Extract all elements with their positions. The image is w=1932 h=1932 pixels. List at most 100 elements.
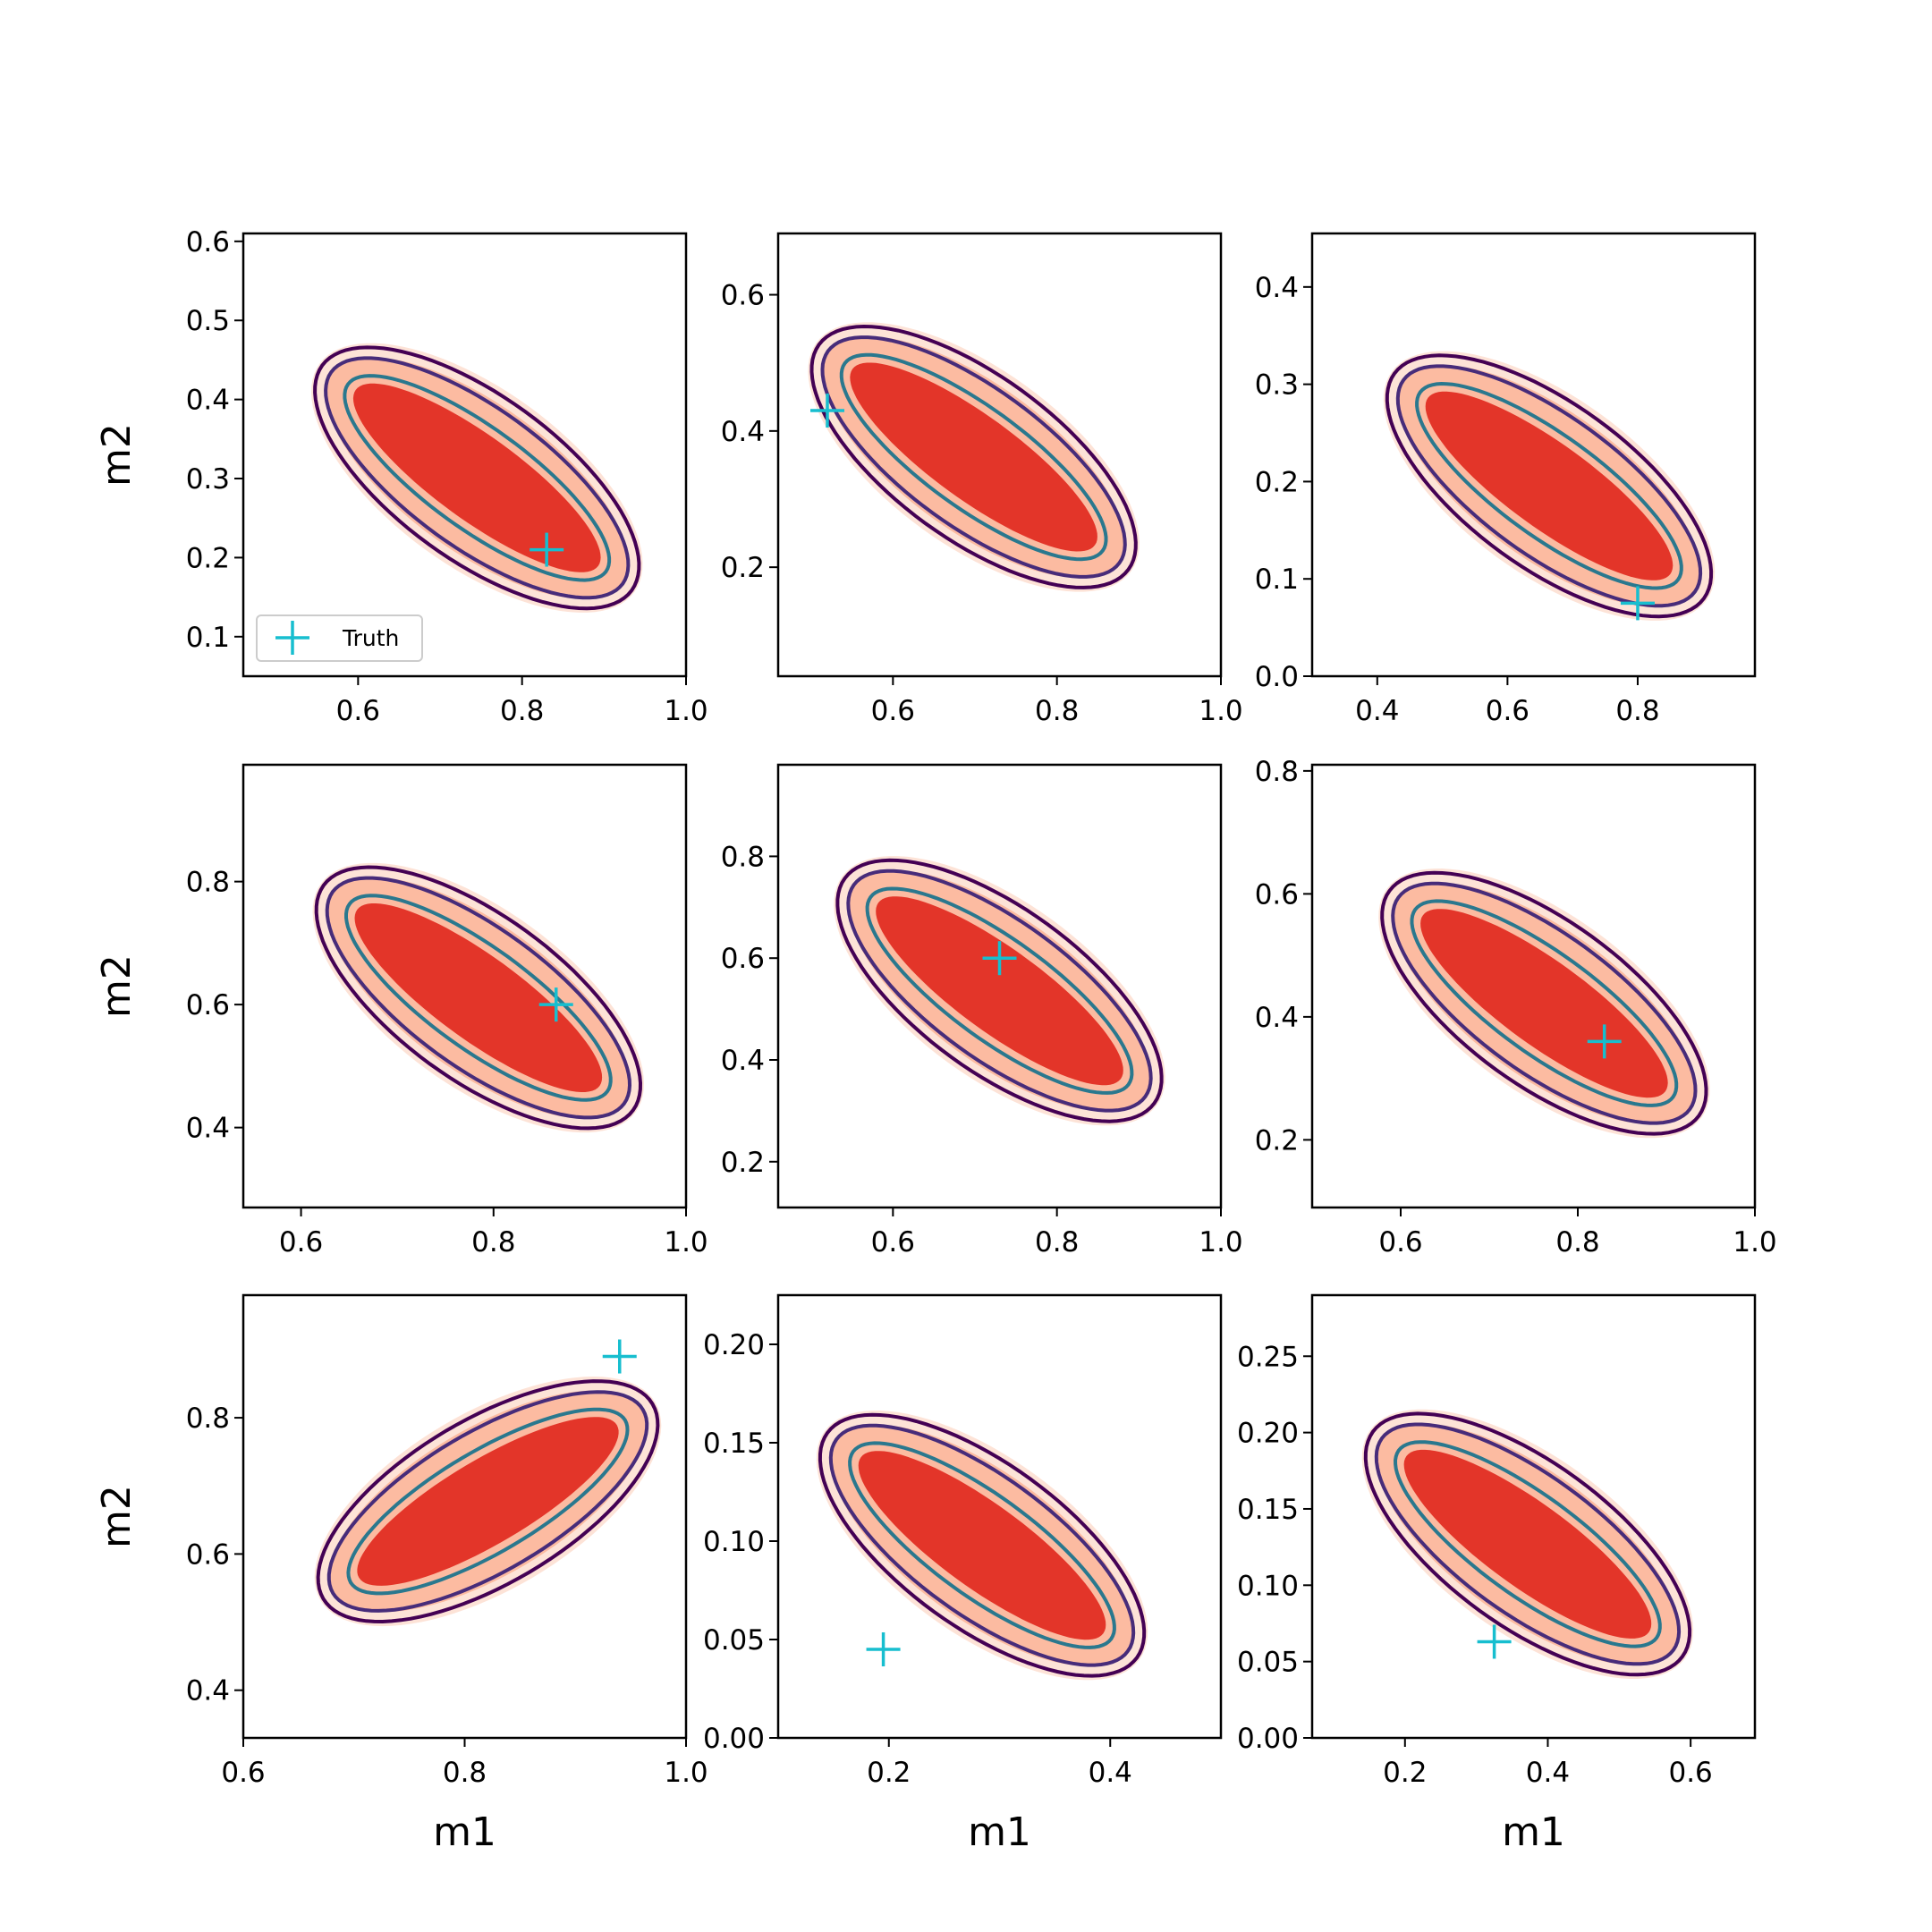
y-tick-label: 0.1 — [1255, 564, 1299, 596]
fill-level-3 — [357, 1417, 619, 1586]
panel-8: 0.2 0.4 0.00 0.05 0.10 0.15 0.20 m1 — [703, 1293, 1223, 1855]
x-tick-label: 0.6 — [336, 695, 380, 727]
y-tick-label: 0.3 — [186, 463, 230, 496]
panel-6: 0.6 0.8 1.0 0.2 0.4 0.6 0.8 — [1255, 756, 1777, 1258]
panel-5: 0.6 0.8 1.0 0.2 0.4 0.6 0.8 — [721, 763, 1243, 1258]
contour-inner — [865, 886, 1134, 1095]
fill-level-3 — [354, 903, 603, 1092]
y-tick-label: 0.4 — [1255, 272, 1299, 304]
x-tick-label: 0.6 — [1668, 1757, 1712, 1789]
contour-outer — [818, 1412, 1147, 1678]
contour-inner — [839, 352, 1108, 562]
fill-level-3 — [352, 383, 601, 572]
contour-inner — [344, 894, 613, 1102]
x-tick-label: 0.6 — [1378, 1226, 1422, 1258]
plot-area — [808, 322, 1140, 592]
y-tick-label: 0.2 — [721, 1147, 765, 1179]
contour-mid — [326, 1390, 649, 1613]
contour-mid — [1374, 1422, 1682, 1666]
x-tick-label: 0.4 — [1089, 1757, 1132, 1789]
truth-marker — [1477, 1624, 1512, 1659]
y-tick-label: 0.8 — [721, 841, 765, 873]
y-tick-label: 0.25 — [1237, 1341, 1299, 1373]
y-tick-label: 0.20 — [1237, 1418, 1299, 1450]
plot-area — [1361, 1409, 1694, 1679]
axes-frame — [776, 763, 1223, 1209]
x-tick-label: 0.8 — [500, 695, 544, 727]
contour-mid — [820, 335, 1127, 579]
x-tick-label: 0.2 — [1383, 1757, 1427, 1789]
y-tick-label: 0.2 — [1255, 466, 1299, 498]
contour-inner — [848, 1441, 1116, 1649]
plot-area — [1378, 869, 1710, 1139]
y-tick-label: 0.6 — [186, 1538, 230, 1571]
x-axis-label: m1 — [433, 1809, 496, 1855]
panel-1: 0.6 0.8 1.0 0.1 0.2 0.3 0.4 0.5 0.6 m2 Truth — [94, 226, 708, 727]
x-axis-label: m1 — [968, 1809, 1031, 1855]
y-tick-label: 0.1 — [186, 622, 230, 654]
x-tick-label: 0.6 — [279, 1226, 323, 1258]
y-axis-label: m2 — [94, 954, 140, 1018]
contour-outer — [809, 324, 1138, 589]
y-tick-label: 0.6 — [1255, 878, 1299, 911]
contour-mid — [846, 869, 1153, 1113]
axes-frame — [776, 232, 1223, 678]
plot-area — [1383, 351, 1716, 621]
contour-inner — [346, 1407, 630, 1596]
contour-outer — [1363, 1411, 1692, 1677]
y-tick-label: 0.4 — [721, 1045, 765, 1077]
x-tick-label: 0.8 — [443, 1757, 487, 1789]
fill-level-3 — [876, 896, 1123, 1086]
x-axis-label: m1 — [1502, 1809, 1565, 1855]
truth-marker — [1587, 1024, 1622, 1059]
contour-mid — [828, 1423, 1136, 1667]
x-tick-label: 0.8 — [471, 1226, 515, 1258]
legend-label: Truth — [342, 625, 399, 651]
plot-area — [834, 856, 1165, 1126]
truth-marker — [810, 394, 844, 428]
y-tick-label: 0.6 — [721, 280, 765, 312]
y-tick-label: 0.5 — [186, 305, 230, 337]
contour-outer — [1385, 353, 1714, 619]
contour-mid — [1395, 364, 1703, 608]
contour-inner — [1410, 899, 1679, 1107]
y-tick-label: 0.20 — [703, 1329, 765, 1361]
plot-area — [314, 1377, 662, 1627]
panel-2: 0.6 0.8 1.0 0.2 0.4 0.6 — [721, 232, 1243, 727]
x-tick-label: 0.6 — [871, 695, 915, 727]
contour-outer — [314, 865, 643, 1131]
x-tick-label: 0.8 — [1035, 1226, 1079, 1258]
axes-frame — [1310, 1293, 1757, 1740]
contour-mid — [325, 876, 632, 1120]
y-tick-label: 0.15 — [703, 1428, 765, 1460]
contour-outer — [313, 345, 641, 611]
fill-level-3 — [858, 1451, 1106, 1640]
y-axis-label: m2 — [94, 1485, 140, 1548]
y-tick-label: 0.4 — [1255, 1002, 1299, 1034]
y-tick-label: 0.2 — [1255, 1124, 1299, 1157]
contour-outer — [316, 1379, 660, 1624]
y-tick-label: 0.4 — [186, 1113, 230, 1145]
panel-7: 0.6 0.8 1.0 0.4 0.6 0.8 m1 m2 — [94, 1293, 708, 1855]
y-tick-label: 0.00 — [703, 1723, 765, 1755]
y-tick-label: 0.6 — [721, 943, 765, 975]
x-tick-label: 1.0 — [664, 695, 708, 727]
y-tick-label: 0.6 — [186, 226, 230, 258]
y-tick-label: 0.0 — [1255, 661, 1299, 693]
y-tick-label: 0.8 — [1255, 756, 1299, 788]
x-tick-label: 1.0 — [664, 1226, 708, 1258]
x-tick-label: 1.0 — [1199, 1226, 1242, 1258]
y-tick-label: 0.15 — [1237, 1494, 1299, 1526]
fill-level-3 — [1425, 391, 1674, 580]
x-tick-label: 0.6 — [1486, 695, 1530, 727]
axes-frame — [242, 232, 688, 678]
contour-inner — [1415, 381, 1683, 590]
contour-inner — [1393, 1440, 1662, 1648]
axes-frame — [242, 763, 688, 1209]
y-tick-label: 0.8 — [186, 1402, 230, 1435]
y-tick-label: 0.10 — [703, 1526, 765, 1558]
truth-marker — [530, 532, 564, 567]
x-tick-label: 0.6 — [221, 1757, 265, 1789]
contour-outer — [1380, 870, 1708, 1136]
